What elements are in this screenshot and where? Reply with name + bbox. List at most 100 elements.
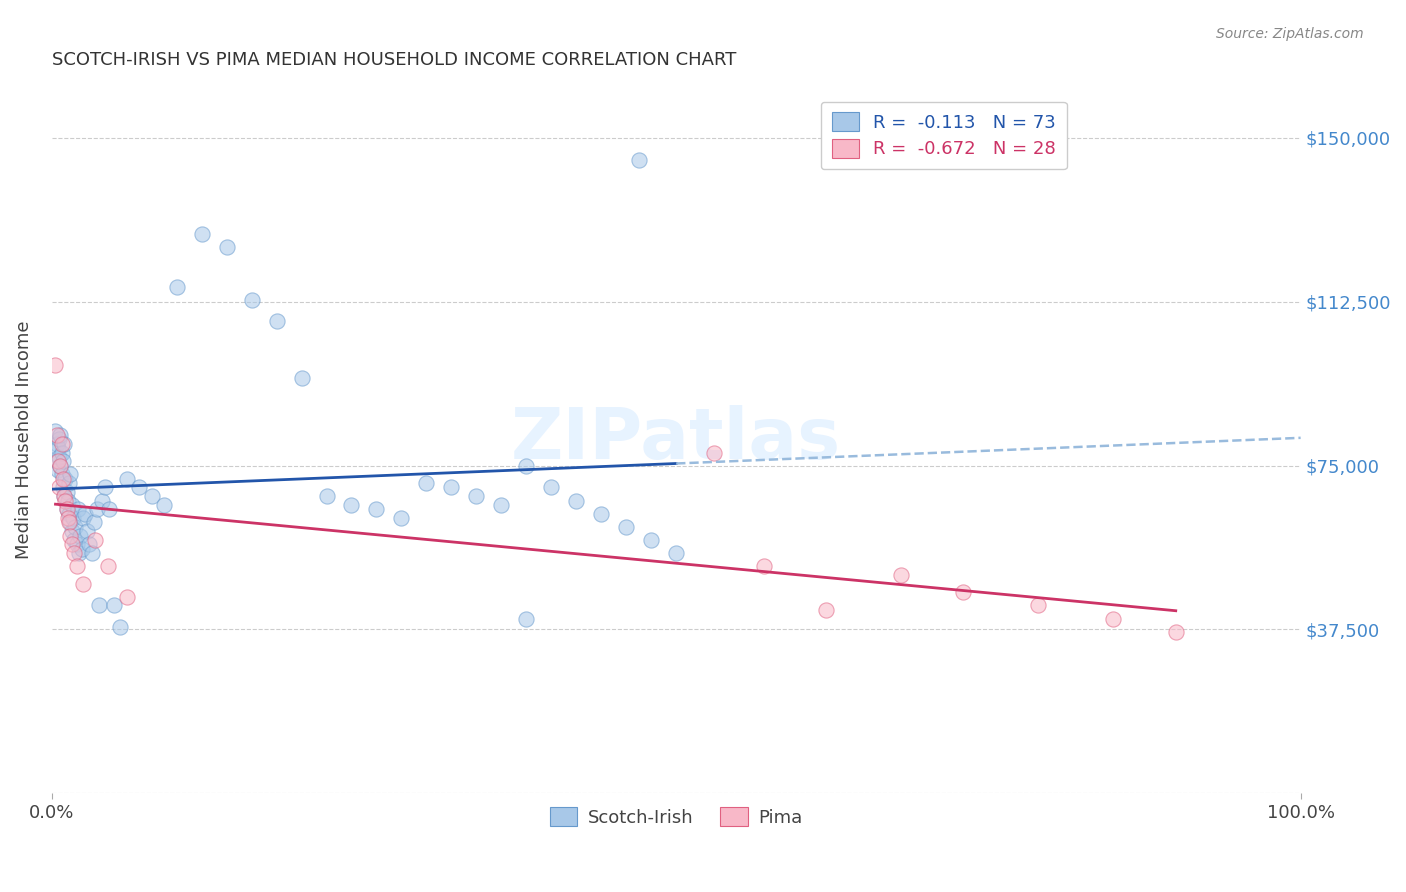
Point xyxy=(540,481,562,495)
Point xyxy=(110,620,132,634)
Point xyxy=(440,481,463,495)
Point xyxy=(49,428,72,442)
Point xyxy=(52,481,75,495)
Point xyxy=(75,507,97,521)
Point xyxy=(66,537,89,551)
Point xyxy=(77,537,100,551)
Point xyxy=(83,516,105,530)
Point xyxy=(51,467,73,482)
Point xyxy=(60,498,83,512)
Point xyxy=(90,493,112,508)
Point xyxy=(46,454,69,468)
Point xyxy=(49,458,72,473)
Point xyxy=(72,576,94,591)
Point xyxy=(315,489,337,503)
Legend: Scotch-Irish, Pima: Scotch-Irish, Pima xyxy=(543,800,810,834)
Point xyxy=(128,481,150,495)
Point xyxy=(63,546,86,560)
Text: Source: ZipAtlas.com: Source: ZipAtlas.com xyxy=(1216,27,1364,41)
Point xyxy=(62,511,84,525)
Point xyxy=(55,502,77,516)
Point xyxy=(391,511,413,525)
Point xyxy=(98,502,121,516)
Point xyxy=(60,524,83,539)
Point xyxy=(59,467,82,482)
Point xyxy=(70,541,93,556)
Point xyxy=(703,445,725,459)
Point xyxy=(48,433,70,447)
Point xyxy=(45,454,67,468)
Point xyxy=(49,458,72,473)
Point xyxy=(46,441,69,455)
Point xyxy=(66,502,89,516)
Point xyxy=(815,603,838,617)
Point xyxy=(46,463,69,477)
Point xyxy=(59,528,82,542)
Point xyxy=(1164,624,1187,639)
Point xyxy=(890,567,912,582)
Point xyxy=(44,424,66,438)
Point xyxy=(69,528,91,542)
Point xyxy=(58,516,80,530)
Point xyxy=(72,511,94,525)
Point xyxy=(52,472,75,486)
Point xyxy=(48,450,70,464)
Point xyxy=(366,502,388,516)
Point xyxy=(103,599,125,613)
Point xyxy=(515,458,537,473)
Point xyxy=(63,533,86,547)
Point xyxy=(1102,611,1125,625)
Point xyxy=(752,559,775,574)
Point xyxy=(115,590,138,604)
Text: ZIPatlas: ZIPatlas xyxy=(512,405,841,474)
Point xyxy=(44,358,66,372)
Point xyxy=(76,524,98,539)
Point xyxy=(56,511,79,525)
Point xyxy=(60,537,83,551)
Point xyxy=(48,481,70,495)
Point xyxy=(614,520,637,534)
Point xyxy=(52,454,75,468)
Point xyxy=(1028,599,1050,613)
Point xyxy=(190,227,212,241)
Point xyxy=(84,533,107,547)
Point xyxy=(45,437,67,451)
Point xyxy=(952,585,974,599)
Point xyxy=(80,546,103,560)
Point xyxy=(153,498,176,512)
Point xyxy=(415,476,437,491)
Point xyxy=(58,476,80,491)
Point xyxy=(86,502,108,516)
Point xyxy=(53,489,76,503)
Point xyxy=(290,371,312,385)
Point xyxy=(55,502,77,516)
Point xyxy=(51,445,73,459)
Point xyxy=(166,279,188,293)
Point xyxy=(65,520,87,534)
Point xyxy=(66,559,89,574)
Point xyxy=(67,546,90,560)
Point xyxy=(94,481,117,495)
Point xyxy=(97,559,120,574)
Point xyxy=(59,516,82,530)
Point xyxy=(215,240,238,254)
Point xyxy=(640,533,662,547)
Point xyxy=(45,428,67,442)
Point xyxy=(56,493,79,508)
Point xyxy=(115,472,138,486)
Point xyxy=(55,484,77,499)
Y-axis label: Median Household Income: Median Household Income xyxy=(15,320,32,558)
Point xyxy=(53,437,76,451)
Point xyxy=(465,489,488,503)
Point xyxy=(565,493,588,508)
Point xyxy=(55,472,77,486)
Point xyxy=(665,546,688,560)
Point xyxy=(591,507,613,521)
Point xyxy=(491,498,513,512)
Point xyxy=(266,314,288,328)
Point xyxy=(55,493,77,508)
Point xyxy=(58,507,80,521)
Point xyxy=(340,498,363,512)
Point xyxy=(89,599,111,613)
Point xyxy=(240,293,263,307)
